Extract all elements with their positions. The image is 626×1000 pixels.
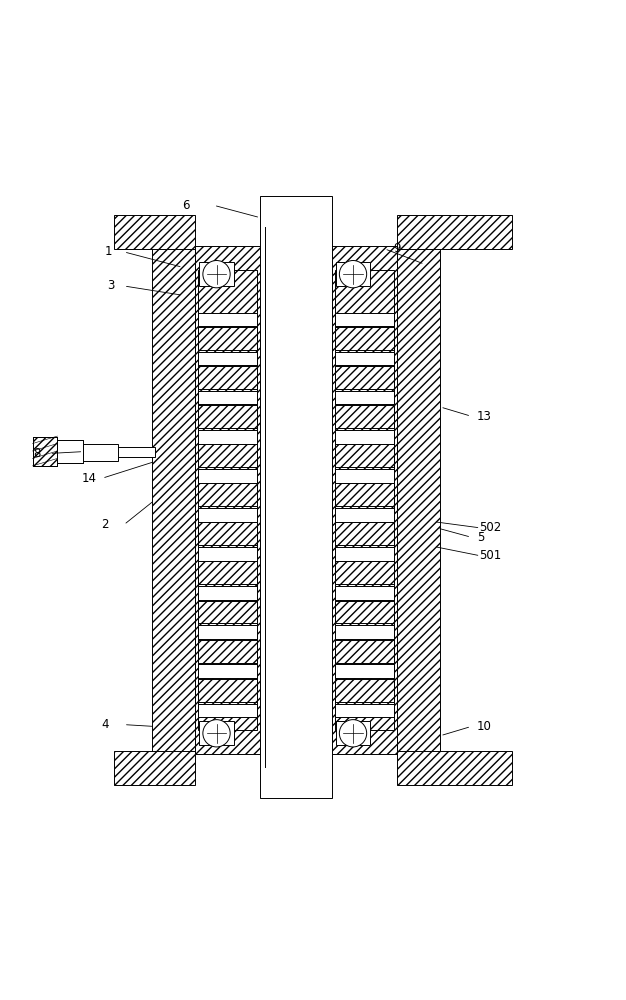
Bar	[199, 262, 234, 286]
Bar	[198, 522, 257, 545]
Bar	[335, 327, 394, 350]
Bar	[332, 246, 397, 754]
Text: 6: 6	[182, 199, 190, 212]
Bar	[335, 679, 394, 702]
Bar	[198, 444, 257, 467]
Bar	[335, 366, 394, 389]
Bar	[335, 586, 394, 600]
Bar	[198, 405, 257, 428]
Bar	[115, 215, 195, 249]
Bar	[151, 246, 195, 754]
Bar	[335, 547, 394, 561]
Bar	[198, 640, 257, 663]
Text: 4: 4	[101, 718, 109, 731]
Bar	[33, 437, 58, 466]
Bar	[195, 246, 260, 754]
Bar	[198, 366, 257, 389]
Bar	[260, 196, 332, 798]
Text: 10: 10	[476, 720, 491, 733]
Bar	[198, 270, 257, 730]
Text: 5: 5	[477, 531, 484, 544]
Bar	[335, 352, 394, 365]
Circle shape	[203, 720, 230, 747]
Bar	[198, 625, 257, 639]
Bar	[335, 430, 394, 444]
Bar	[198, 327, 257, 350]
Bar	[198, 561, 257, 584]
Bar	[33, 437, 58, 466]
Bar	[336, 721, 371, 745]
Bar	[335, 625, 394, 639]
Bar	[198, 508, 257, 522]
Bar	[198, 704, 257, 717]
Text: 9: 9	[393, 242, 401, 255]
Bar	[56, 440, 83, 463]
Bar	[335, 483, 394, 506]
Bar	[198, 483, 257, 506]
Text: 1: 1	[105, 245, 112, 258]
Text: 502: 502	[479, 521, 501, 534]
Bar	[198, 601, 257, 623]
Bar	[335, 405, 394, 428]
Bar	[199, 721, 234, 745]
Text: 13: 13	[476, 410, 491, 423]
Bar	[198, 313, 257, 326]
Circle shape	[339, 720, 367, 747]
Bar	[198, 391, 257, 404]
Bar	[335, 601, 394, 623]
Bar	[335, 664, 394, 678]
Bar	[335, 561, 394, 584]
Bar	[335, 522, 394, 545]
Text: 2: 2	[101, 518, 109, 531]
Text: 8: 8	[33, 447, 41, 460]
Bar	[115, 751, 195, 785]
Bar	[335, 313, 394, 326]
Bar	[335, 391, 394, 404]
Circle shape	[339, 261, 367, 288]
Bar	[335, 508, 394, 522]
Bar	[336, 262, 371, 286]
Bar	[198, 586, 257, 600]
Bar	[198, 469, 257, 483]
Bar	[115, 447, 155, 457]
Bar	[198, 430, 257, 444]
Bar	[56, 440, 83, 463]
Bar	[335, 704, 394, 717]
Bar	[198, 679, 257, 702]
Bar	[397, 751, 511, 785]
Bar	[335, 640, 394, 663]
Text: 501: 501	[479, 549, 501, 562]
Text: 3: 3	[108, 279, 115, 292]
Bar	[335, 469, 394, 483]
Bar	[397, 215, 511, 249]
Bar	[80, 444, 118, 461]
Bar	[198, 664, 257, 678]
Text: 14: 14	[82, 472, 97, 485]
Bar	[335, 270, 394, 730]
Circle shape	[203, 261, 230, 288]
Bar	[198, 352, 257, 365]
Bar	[397, 246, 440, 754]
Bar	[198, 547, 257, 561]
Bar	[335, 444, 394, 467]
